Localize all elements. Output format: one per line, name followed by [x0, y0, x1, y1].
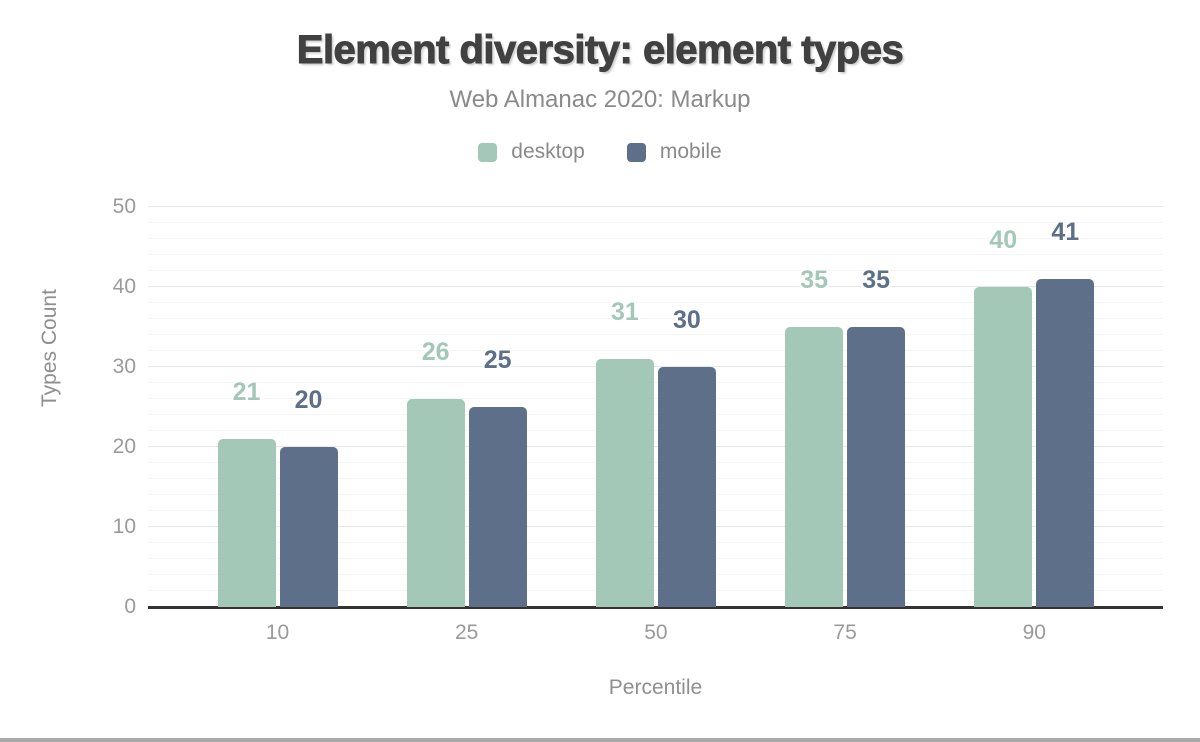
bar-value-label-mobile-p75: 35 — [862, 266, 890, 294]
minor-gridline — [148, 590, 1163, 591]
desktop-swatch-icon — [478, 142, 498, 162]
bar-desktop-p25[interactable] — [406, 399, 465, 607]
minor-gridline — [148, 574, 1163, 575]
x-tick-label: 75 — [833, 621, 857, 644]
x-tick-label: 25 — [455, 621, 479, 644]
y-tick-label: 20 — [112, 435, 136, 458]
minor-gridline — [148, 302, 1163, 303]
bar-value-label-desktop-p25: 26 — [421, 338, 450, 366]
minor-gridline — [148, 398, 1163, 399]
y-tick-label: 10 — [112, 515, 136, 538]
legend: desktop mobile — [0, 140, 1200, 164]
major-gridline — [148, 206, 1163, 207]
legend-item-mobile[interactable]: mobile — [626, 140, 722, 164]
legend-item-desktop[interactable]: desktop — [478, 140, 585, 164]
y-axis-ticks: 0 10 20 30 40 50 — [0, 195, 140, 618]
minor-gridline — [148, 494, 1163, 495]
bar-value-label-desktop-p75: 35 — [800, 266, 828, 294]
bar-mobile-p90[interactable] — [1036, 279, 1095, 607]
legend-label-mobile: mobile — [659, 140, 722, 163]
x-axis-title: Percentile — [608, 676, 703, 699]
y-tick-label: 30 — [112, 355, 136, 378]
minor-gridline — [148, 430, 1163, 431]
legend-label-desktop: desktop — [511, 140, 585, 163]
bar-value-label-desktop-p90: 40 — [989, 226, 1018, 254]
bar-value-label-mobile-p25: 25 — [483, 346, 512, 374]
major-gridline — [148, 286, 1163, 287]
y-tick-label: 50 — [112, 195, 136, 218]
bar-value-label-mobile-p50: 30 — [672, 306, 701, 334]
minor-gridline — [148, 270, 1163, 271]
minor-gridline — [148, 254, 1163, 255]
minor-gridline — [148, 350, 1163, 351]
minor-gridline — [148, 414, 1163, 415]
major-gridline — [148, 366, 1163, 367]
y-tick-label: 0 — [124, 595, 136, 618]
x-tick-label: 10 — [265, 621, 290, 644]
bar-value-label-mobile-p10: 20 — [294, 386, 323, 414]
window-bottom-edge — [0, 738, 1200, 742]
minor-gridline — [148, 558, 1163, 559]
bar-mobile-p75[interactable] — [847, 327, 906, 607]
x-tick-label: 90 — [1022, 621, 1046, 644]
bar-desktop-p90[interactable] — [974, 287, 1033, 607]
plot-area: 21 20 10 26 25 25 31 30 50 35 35 75 40 41 90 — [148, 206, 1163, 644]
y-tick-label: 40 — [112, 275, 136, 298]
mobile-swatch-icon — [626, 142, 646, 162]
x-tick-label: 50 — [644, 621, 668, 644]
major-gridline — [148, 526, 1163, 527]
major-gridline — [148, 446, 1163, 447]
bar-value-label-desktop-p50: 31 — [610, 298, 639, 326]
bar-mobile-p50[interactable] — [657, 367, 716, 607]
minor-gridline — [148, 238, 1163, 239]
minor-gridline — [148, 462, 1163, 463]
chart-title: Element diversity: element types — [296, 28, 904, 73]
bar-mobile-p10[interactable] — [279, 447, 338, 607]
minor-gridline — [148, 334, 1163, 335]
bar-desktop-p10[interactable] — [217, 439, 276, 607]
minor-gridline — [148, 222, 1163, 223]
bar-value-label-mobile-p90: 41 — [1051, 218, 1080, 246]
minor-gridline — [148, 382, 1163, 383]
x-axis-line — [148, 606, 1163, 609]
minor-gridline — [148, 510, 1163, 511]
bar-desktop-p50[interactable] — [595, 359, 654, 607]
bar-mobile-p25[interactable] — [468, 407, 527, 607]
bar-value-label-desktop-p10: 21 — [232, 378, 261, 406]
chart-subtitle: Web Almanac 2020: Markup — [449, 86, 751, 113]
minor-gridline — [148, 478, 1163, 479]
minor-gridline — [148, 318, 1163, 319]
bar-desktop-p75[interactable] — [785, 327, 844, 607]
minor-gridline — [148, 542, 1163, 543]
